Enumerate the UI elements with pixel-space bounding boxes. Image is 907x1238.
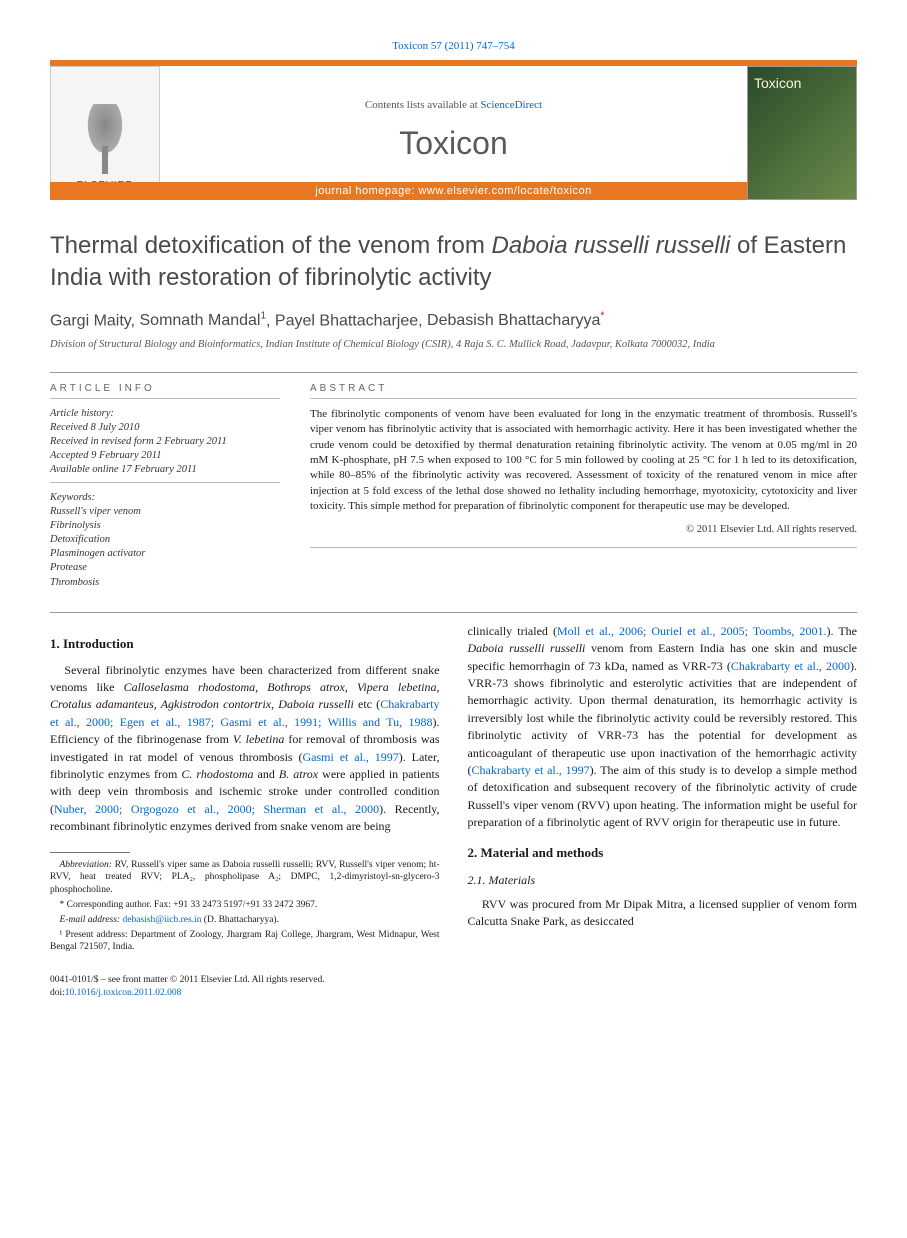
divider bbox=[310, 398, 857, 399]
footnote-abbrev: Abbreviation: RV, Russell's viper same a… bbox=[50, 859, 440, 897]
footnote-present-address: ¹ Present address: Department of Zoology… bbox=[50, 929, 440, 955]
keyword: Detoxification bbox=[50, 533, 280, 547]
abstract-col: ABSTRACT The fibrinolytic components of … bbox=[310, 383, 857, 590]
contents-prefix: Contents lists available at bbox=[365, 99, 480, 111]
contents-available-line: Contents lists available at ScienceDirec… bbox=[365, 99, 542, 111]
article-title: Thermal detoxification of the venom from… bbox=[50, 230, 857, 295]
keyword: Plasminogen activator bbox=[50, 547, 280, 561]
citation-link[interactable]: Nuber, 2000; Orgogozo et al., 2000; Sher… bbox=[54, 802, 379, 816]
article-info-head: ARTICLE INFO bbox=[50, 383, 280, 394]
footnote-corresponding: * Corresponding author. Fax: +91 33 2473… bbox=[50, 899, 440, 912]
footnotes: Abbreviation: RV, Russell's viper same a… bbox=[50, 859, 440, 955]
author: Payel Bhattacharjee bbox=[275, 312, 418, 329]
abstract-text: The fibrinolytic components of venom hav… bbox=[310, 407, 857, 515]
homepage-label: journal homepage: bbox=[315, 185, 418, 197]
body-columns: 1. Introduction Several fibrinolytic enz… bbox=[50, 623, 857, 956]
abstract-head: ABSTRACT bbox=[310, 383, 857, 394]
bottom-bar: 0041-0101/$ – see front matter © 2011 El… bbox=[50, 974, 857, 1000]
homepage-bar: journal homepage: www.elsevier.com/locat… bbox=[50, 182, 857, 200]
author: Debasish Bhattacharyya* bbox=[427, 312, 604, 329]
title-species: Daboia russelli russelli bbox=[492, 232, 731, 259]
homepage-url[interactable]: www.elsevier.com/locate/toxicon bbox=[418, 185, 591, 197]
history-item: Received 8 July 2010 bbox=[50, 421, 280, 435]
sciencedirect-link[interactable]: ScienceDirect bbox=[480, 99, 542, 111]
email-link[interactable]: debasish@iicb.res.in bbox=[122, 915, 201, 925]
title-pre: Thermal detoxification of the venom from bbox=[50, 232, 492, 259]
keywords-block: Keywords: Russell's viper venom Fibrinol… bbox=[50, 491, 280, 590]
banner-center: Contents lists available at ScienceDirec… bbox=[160, 66, 747, 200]
divider bbox=[50, 372, 857, 373]
elsevier-tree-icon bbox=[75, 104, 135, 174]
running-head: Toxicon 57 (2011) 747–754 bbox=[50, 40, 857, 52]
history-item: Available online 17 February 2011 bbox=[50, 463, 280, 477]
running-head-link[interactable]: Toxicon 57 (2011) 747–754 bbox=[392, 40, 515, 52]
subsection-heading: 2.1. Materials bbox=[468, 872, 858, 889]
column-left: 1. Introduction Several fibrinolytic enz… bbox=[50, 623, 440, 956]
abstract-copyright: © 2011 Elsevier Ltd. All rights reserved… bbox=[310, 524, 857, 535]
divider bbox=[50, 612, 857, 613]
journal-title: Toxicon bbox=[399, 125, 508, 162]
footnote-email: E-mail address: debasish@iicb.res.in (D.… bbox=[50, 914, 440, 927]
citation-link[interactable]: Gasmi et al., 1997 bbox=[302, 750, 398, 764]
author-list: Gargi Maity, Somnath Mandal1, Payel Bhat… bbox=[50, 311, 857, 330]
info-abstract-row: ARTICLE INFO Article history: Received 8… bbox=[50, 383, 857, 590]
doi-line: doi:10.1016/j.toxicon.2011.02.008 bbox=[50, 987, 857, 1000]
citation-link[interactable]: Chakrabarty et al., 2000 bbox=[731, 659, 850, 673]
doi-link[interactable]: 10.1016/j.toxicon.2011.02.008 bbox=[65, 988, 182, 998]
citation-link[interactable]: Moll et al., 2006; Ouriel et al., 2005; … bbox=[557, 624, 826, 638]
publisher-logo-box: ELSEVIER bbox=[50, 66, 160, 200]
section-heading: 1. Introduction bbox=[50, 635, 440, 654]
article-history: Article history: Received 8 July 2010 Re… bbox=[50, 407, 280, 478]
affiliation: Division of Structural Biology and Bioin… bbox=[50, 338, 857, 352]
history-item: Received in revised form 2 February 2011 bbox=[50, 435, 280, 449]
journal-cover-thumb: Toxicon bbox=[747, 66, 857, 200]
journal-banner: ELSEVIER Contents lists available at Sci… bbox=[50, 60, 857, 200]
divider bbox=[310, 547, 857, 548]
keyword: Fibrinolysis bbox=[50, 519, 280, 533]
paragraph: clinically trialed (Moll et al., 2006; O… bbox=[468, 623, 858, 832]
divider bbox=[50, 482, 280, 483]
divider bbox=[50, 398, 280, 399]
keyword: Protease bbox=[50, 561, 280, 575]
citation-link[interactable]: Chakrabarty et al., 1997 bbox=[472, 763, 590, 777]
keyword: Russell's viper venom bbox=[50, 505, 280, 519]
author: Somnath Mandal1 bbox=[140, 312, 267, 329]
paragraph: RVV was procured from Mr Dipak Mitra, a … bbox=[468, 896, 858, 931]
article-info-col: ARTICLE INFO Article history: Received 8… bbox=[50, 383, 280, 590]
paragraph: Several fibrinolytic enzymes have been c… bbox=[50, 662, 440, 836]
keyword: Thrombosis bbox=[50, 576, 280, 590]
author: Gargi Maity bbox=[50, 312, 131, 329]
issn-line: 0041-0101/$ – see front matter © 2011 El… bbox=[50, 974, 857, 987]
cover-title: Toxicon bbox=[754, 75, 850, 91]
footnote-rule bbox=[50, 852, 130, 853]
history-item: Accepted 9 February 2011 bbox=[50, 449, 280, 463]
history-label: Article history: bbox=[50, 407, 280, 421]
section-heading: 2. Material and methods bbox=[468, 844, 858, 863]
keywords-label: Keywords: bbox=[50, 491, 280, 505]
column-right: clinically trialed (Moll et al., 2006; O… bbox=[468, 623, 858, 956]
